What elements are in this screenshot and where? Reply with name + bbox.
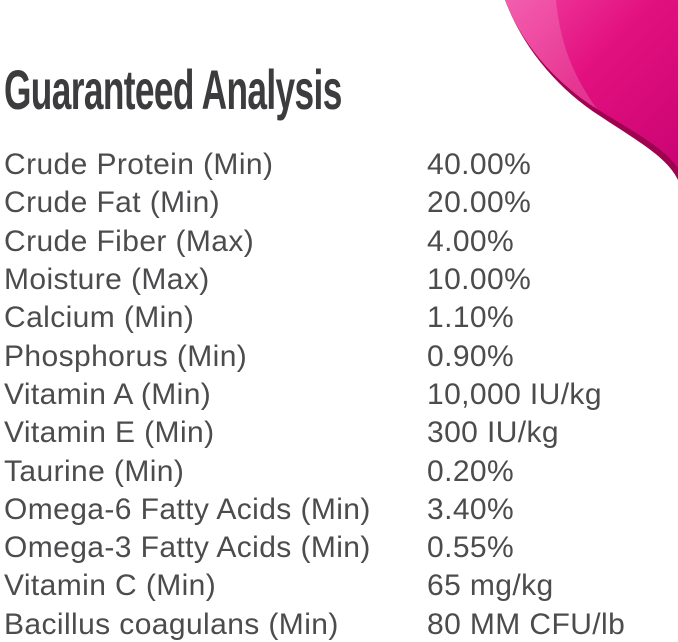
nutrient-label: Bacillus coagulans (Min)	[4, 607, 339, 641]
table-row: Crude Fiber (Max) 4.00%	[0, 223, 678, 261]
nutrient-value: 10.00%	[427, 263, 532, 297]
table-row: Calcium (Min) 1.10%	[0, 299, 678, 337]
nutrient-label: Vitamin A (Min)	[4, 377, 212, 411]
nutrient-value: 10,000 IU/kg	[427, 377, 602, 411]
swoosh-body	[505, 0, 678, 168]
nutrient-value: 65 mg/kg	[427, 569, 554, 603]
nutrient-label: Omega-6 Fatty Acids (Min)	[4, 492, 371, 526]
nutrient-value: 3.40%	[427, 492, 515, 526]
nutrient-label: Vitamin C (Min)	[4, 569, 217, 603]
nutrient-value: 1.10%	[427, 301, 515, 335]
nutrient-label: Taurine (Min)	[4, 454, 185, 488]
nutrient-value: 0.20%	[427, 454, 515, 488]
page-title: Guaranteed Analysis	[4, 58, 342, 121]
nutrient-value: 0.90%	[427, 339, 515, 373]
table-row: Taurine (Min) 0.20%	[0, 452, 678, 490]
table-row: Phosphorus (Min) 0.90%	[0, 337, 678, 375]
table-row: Vitamin A (Min) 10,000 IU/kg	[0, 376, 678, 414]
swoosh-highlight	[505, 0, 597, 109]
table-row: Vitamin C (Min) 65 mg/kg	[0, 567, 678, 605]
nutrient-value: 40.00%	[427, 148, 532, 182]
nutrient-label: Moisture (Max)	[4, 263, 210, 297]
nutrient-label: Crude Fat (Min)	[4, 186, 221, 220]
table-row: Bacillus coagulans (Min) 80 MM CFU/lb	[0, 606, 678, 642]
nutrient-value: 20.00%	[427, 186, 532, 220]
table-row: Crude Protein (Min) 40.00%	[0, 146, 678, 184]
table-row: Omega-3 Fatty Acids (Min) 0.55%	[0, 529, 678, 567]
nutrient-label: Vitamin E (Min)	[4, 416, 215, 450]
nutrient-label: Calcium (Min)	[4, 301, 195, 335]
nutrient-value: 300 IU/kg	[427, 416, 560, 450]
analysis-table: Crude Protein (Min) 40.00% Crude Fat (Mi…	[0, 146, 678, 642]
nutrient-label: Omega-3 Fatty Acids (Min)	[4, 531, 371, 565]
nutrient-label: Phosphorus (Min)	[4, 339, 248, 373]
table-row: Crude Fat (Min) 20.00%	[0, 184, 678, 222]
table-row: Omega-6 Fatty Acids (Min) 3.40%	[0, 491, 678, 529]
nutrient-label: Crude Fiber (Max)	[4, 224, 255, 258]
nutrient-value: 0.55%	[427, 531, 515, 565]
nutrient-label: Crude Protein (Min)	[4, 148, 274, 182]
table-row: Moisture (Max) 10.00%	[0, 261, 678, 299]
nutrient-value: 80 MM CFU/lb	[427, 607, 626, 641]
table-row: Vitamin E (Min) 300 IU/kg	[0, 414, 678, 452]
nutrient-value: 4.00%	[427, 224, 515, 258]
